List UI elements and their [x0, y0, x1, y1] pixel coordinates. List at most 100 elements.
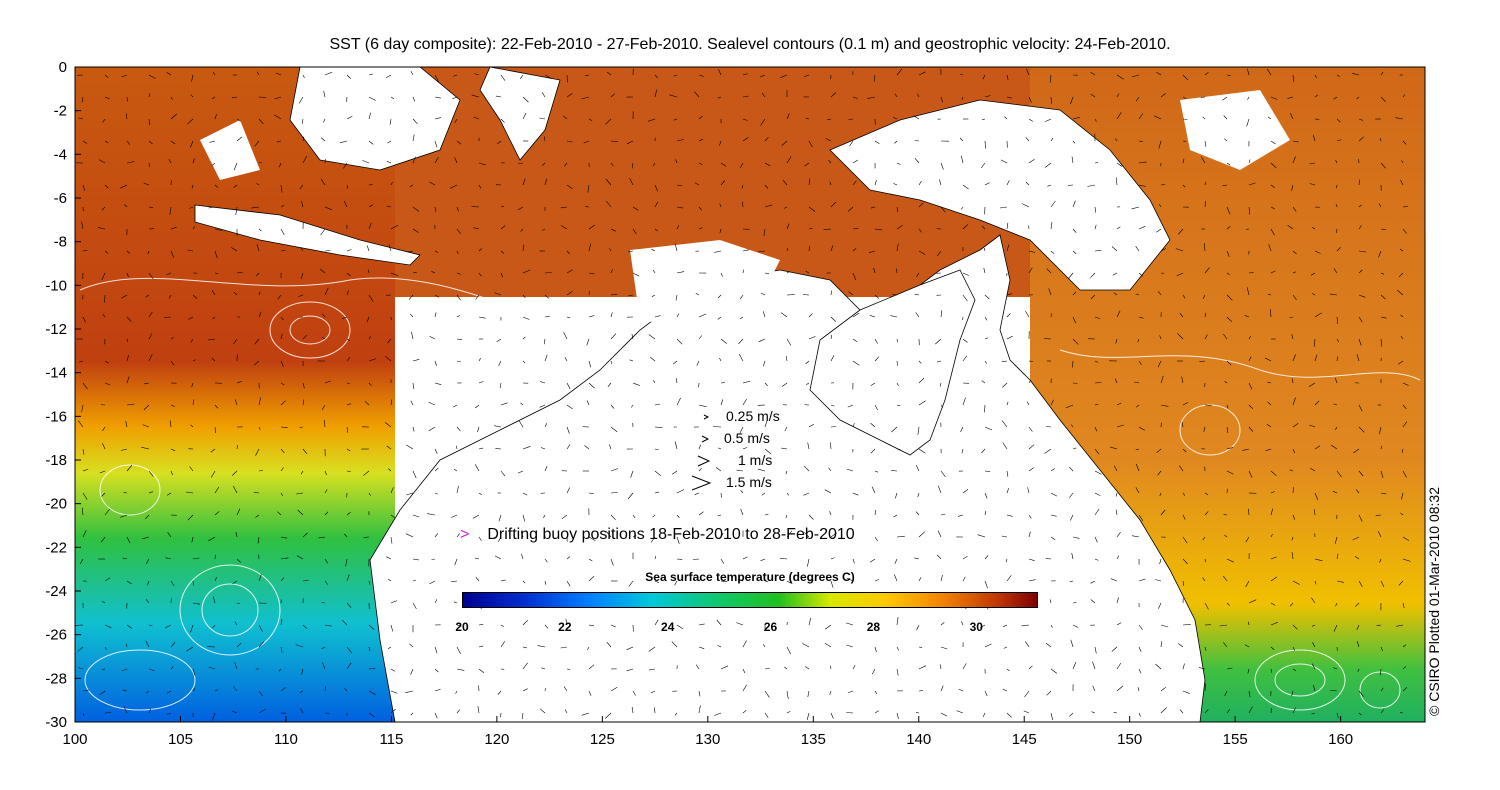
velocity-arrow — [762, 311, 766, 318]
velocity-arrow — [628, 250, 634, 252]
velocity-arrow — [566, 426, 570, 434]
velocity-arrow — [808, 423, 815, 428]
velocity-arrow — [676, 206, 684, 209]
velocity-arrow — [1159, 492, 1162, 497]
velocity-arrow — [120, 448, 128, 451]
velocity-arrow — [456, 206, 459, 212]
velocity-arrow — [1402, 382, 1409, 386]
velocity-arrow — [1204, 709, 1209, 714]
velocity-arrow — [1248, 206, 1250, 215]
velocity-arrow — [1156, 228, 1162, 233]
velocity-arrow — [808, 514, 814, 520]
velocity-arrow — [363, 470, 370, 476]
velocity-arrow — [764, 136, 769, 142]
velocity-arrow — [346, 357, 351, 362]
velocity-arrow — [81, 507, 84, 516]
velocity-arrow — [651, 294, 656, 298]
velocity-arrow — [1398, 360, 1404, 365]
velocity-arrow — [390, 96, 395, 99]
velocity-arrow — [456, 140, 462, 145]
velocity-arrow — [210, 448, 216, 453]
velocity-arrow — [274, 114, 282, 120]
velocity-arrow — [1072, 291, 1077, 296]
velocity-arrow — [675, 294, 678, 301]
velocity-arrow — [299, 426, 304, 428]
velocity-arrow — [1400, 512, 1404, 516]
velocity-arrow — [451, 580, 458, 583]
velocity-arrow — [1204, 492, 1209, 496]
velocity-arrow — [277, 511, 282, 516]
velocity-arrow — [896, 382, 899, 386]
velocity-arrow — [456, 250, 459, 255]
velocity-arrow — [412, 134, 415, 142]
velocity-arrow — [808, 140, 813, 148]
velocity-arrow — [214, 486, 220, 494]
velocity-arrow — [962, 355, 968, 362]
velocity-arrow — [522, 514, 526, 522]
velocity-arrow — [387, 140, 392, 144]
velocity-arrow — [214, 426, 216, 434]
velocity-arrow — [405, 533, 414, 538]
velocity-arrow — [959, 137, 964, 142]
velocity-arrow — [1001, 535, 1008, 538]
velocity-arrow — [984, 470, 991, 472]
velocity-arrow — [148, 333, 153, 340]
velocity-arrow — [583, 140, 590, 144]
velocity-arrow — [1333, 624, 1338, 632]
velocity-arrow — [100, 404, 106, 406]
velocity-arrow — [829, 511, 832, 516]
velocity-arrow — [852, 423, 855, 428]
velocity-arrow — [1358, 136, 1364, 142]
velocity-arrow — [1156, 448, 1162, 454]
velocity-arrow — [1223, 575, 1228, 582]
colorbar-tick-label: 24 — [661, 620, 675, 634]
velocity-arrow — [1292, 206, 1297, 212]
velocity-arrow — [1380, 316, 1387, 319]
velocity-arrow — [1204, 404, 1212, 406]
velocity-arrow — [918, 377, 925, 384]
velocity-arrow — [517, 470, 524, 474]
velocity-arrow — [324, 558, 329, 564]
velocity-arrow — [368, 492, 371, 496]
velocity-arrow — [676, 514, 680, 519]
velocity-arrow — [852, 558, 855, 564]
velocity-arrow — [302, 624, 308, 629]
velocity-arrow — [742, 118, 748, 121]
velocity-arrow — [1289, 602, 1294, 607]
velocity-arrow — [1248, 599, 1257, 604]
velocity-arrow — [1138, 360, 1142, 365]
velocity-arrow — [918, 665, 927, 670]
velocity-arrow — [1378, 250, 1382, 258]
velocity-arrow — [126, 643, 128, 648]
arrow-marker-0.25 — [703, 414, 710, 420]
velocity-arrow — [560, 225, 568, 230]
velocity-arrow — [148, 118, 151, 126]
velocity-arrow — [1021, 624, 1030, 627]
velocity-arrow — [170, 96, 173, 100]
velocity-arrow — [1335, 204, 1338, 208]
velocity-arrow — [320, 228, 326, 236]
velocity-arrow — [961, 621, 964, 626]
velocity-arrow — [170, 641, 176, 648]
velocity-arrow — [650, 690, 656, 694]
velocity-arrow — [542, 228, 546, 231]
velocity-arrow — [1268, 244, 1272, 252]
velocity-arrow — [758, 338, 766, 343]
velocity-arrow — [412, 470, 417, 479]
velocity-arrow — [1402, 228, 1407, 234]
velocity-arrow — [807, 690, 810, 698]
velocity-arrow — [211, 290, 216, 296]
velocity-arrow — [676, 184, 682, 186]
velocity-arrow — [1050, 514, 1057, 517]
velocity-arrow — [258, 641, 265, 648]
velocity-arrow — [764, 382, 768, 387]
velocity-arrow — [346, 115, 353, 120]
velocity-arrow — [495, 448, 502, 450]
velocity-arrow — [299, 184, 304, 190]
velocity-arrow — [1397, 289, 1404, 296]
velocity-arrow — [169, 206, 172, 215]
velocity-arrow — [742, 269, 744, 274]
velocity-arrow — [500, 118, 505, 123]
velocity-arrow — [1044, 448, 1052, 454]
velocity-arrow — [896, 225, 903, 230]
